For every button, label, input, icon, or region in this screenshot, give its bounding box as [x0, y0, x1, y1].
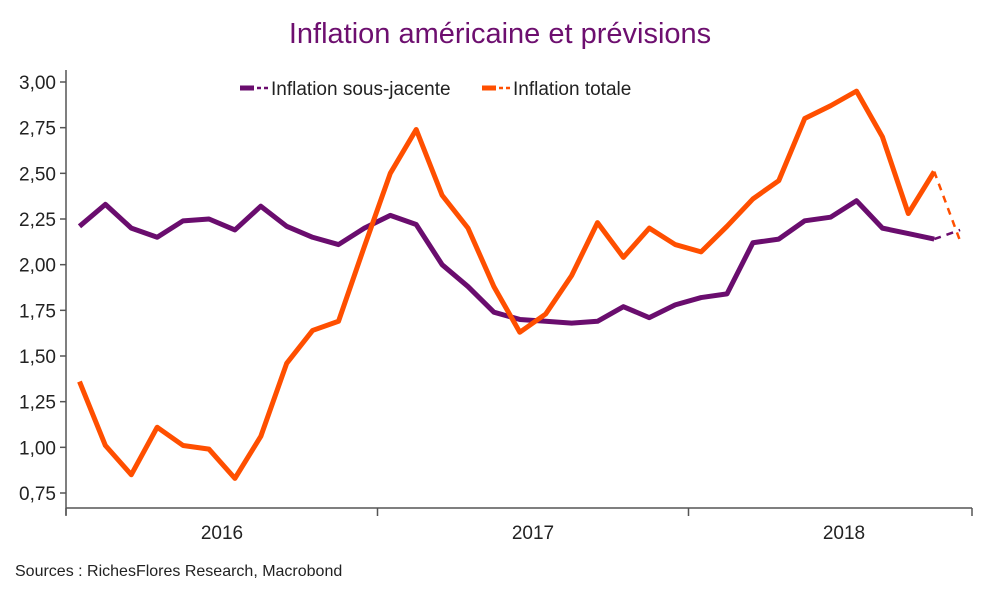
y-tick-label: 2,25: [19, 210, 56, 231]
headline-forecast-line: [933, 171, 962, 242]
headline-inflation-line: [77, 88, 937, 481]
core-inflation-line: [77, 198, 935, 326]
chart-title: Inflation américaine et prévisions: [289, 18, 711, 50]
sources-note: Sources : RichesFlores Research, Macrobo…: [15, 563, 342, 580]
legend-label-headline: Inflation totale: [513, 79, 631, 100]
y-tick-label: 2,00: [19, 256, 56, 277]
y-tick-label: 1,50: [19, 347, 56, 368]
y-tick-label: 2,50: [19, 164, 56, 185]
x-tick-label: 2016: [201, 523, 243, 544]
y-tick-label: 1,75: [19, 301, 56, 322]
legend-label-core: Inflation sous-jacente: [271, 79, 451, 100]
y-tick-label: 2,75: [19, 119, 56, 140]
y-tick-label: 1,00: [19, 438, 56, 459]
core-forecast-line: [933, 228, 961, 241]
y-tick-label: 0,75: [19, 484, 56, 505]
y-tick-label: 3,00: [19, 73, 56, 94]
x-tick-label: 2017: [512, 523, 554, 544]
x-tick-label: 2018: [823, 523, 865, 544]
legend: Inflation sous-jacente Inflation totale: [240, 79, 631, 100]
y-tick-label: 1,25: [19, 393, 56, 414]
